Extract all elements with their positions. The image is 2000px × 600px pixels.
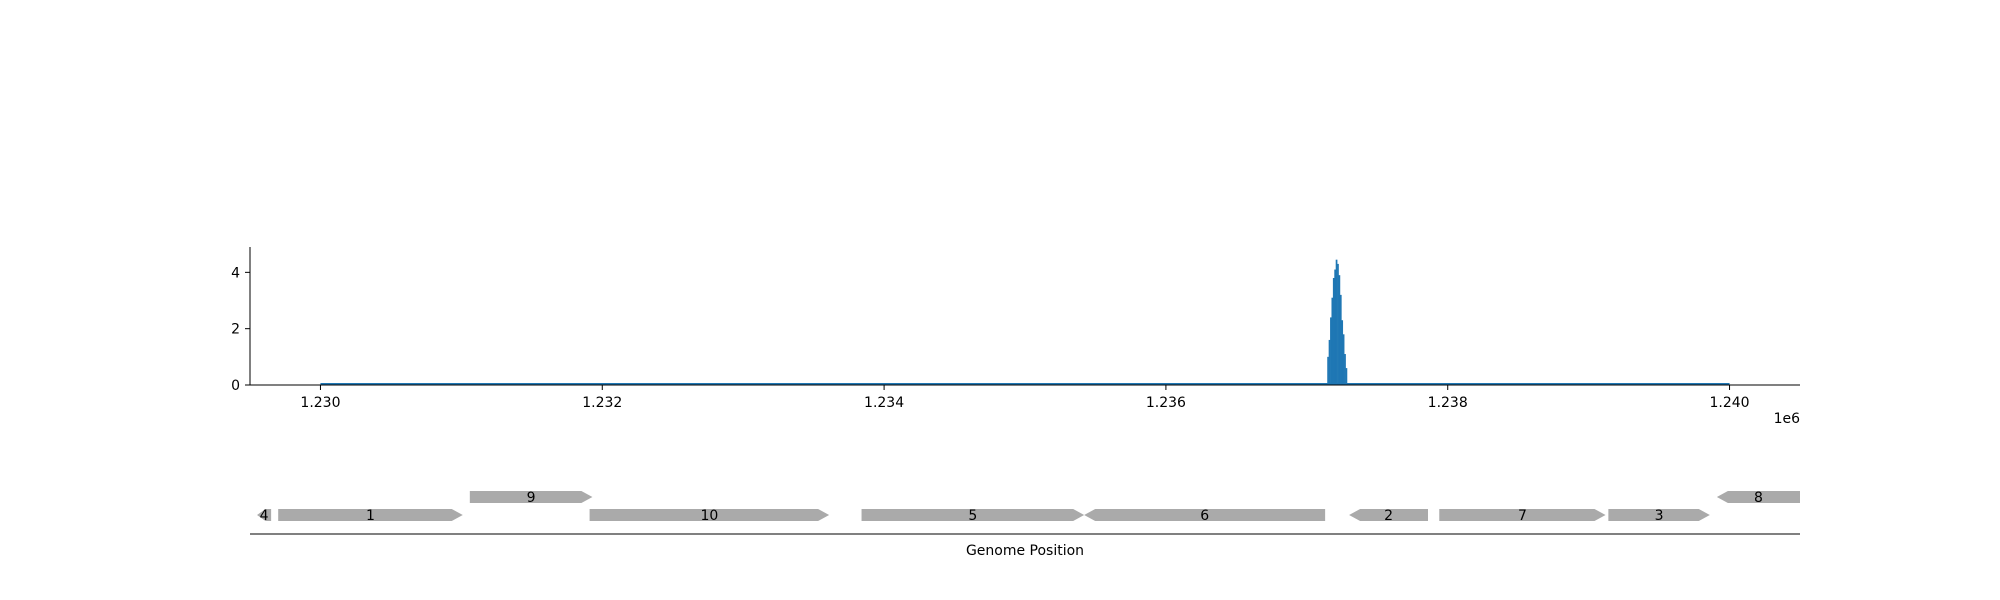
coverage-bar: [1337, 263, 1339, 385]
coverage-bar: [1328, 339, 1331, 385]
gene-label: 2: [1384, 508, 1393, 524]
gene-label: 5: [968, 508, 977, 524]
x-tick-label: 1.238: [1428, 395, 1468, 411]
coverage-bar: [1331, 297, 1334, 385]
x-tick-label: 1.232: [582, 395, 622, 411]
y-tick-label: 0: [231, 378, 240, 394]
gene-arrow: [1716, 491, 1800, 503]
coverage-bar: [1332, 277, 1335, 385]
gene-label: 3: [1655, 508, 1664, 524]
coverage-bar: [1344, 354, 1346, 385]
y-tick-label: 2: [231, 322, 240, 338]
gene-arrow: [257, 509, 272, 521]
coverage-bar: [1339, 294, 1342, 385]
gene-label: 7: [1518, 508, 1527, 524]
coverage-bar: [1338, 275, 1341, 385]
coverage-bar: [1342, 334, 1345, 385]
gene-arrow: [469, 491, 593, 503]
gene-arrow: [589, 509, 830, 521]
gene-label: 4: [260, 508, 269, 524]
gene-track-xlabel: Genome Position: [966, 543, 1084, 559]
y-ticks: 0 2 4: [231, 265, 250, 394]
gene-arrow: [861, 509, 1085, 521]
gene-label: 1: [366, 508, 375, 524]
gene-label: 9: [527, 490, 536, 506]
x-tick-label: 1.234: [864, 395, 904, 411]
coverage-panel: 1.230 1.232 1.234 1.236 1.238 1.240 0 2 4 1e6: [231, 247, 1800, 427]
gene-arrow: [278, 509, 463, 521]
y-tick-label: 4: [231, 265, 240, 281]
x-axis-offset-label: 1e6: [1774, 411, 1801, 427]
coverage-bar: [1345, 368, 1348, 385]
gene-label: 8: [1754, 490, 1763, 506]
gene-arrow: [1439, 509, 1606, 521]
x-ticks: 1.230 1.232 1.234 1.236 1.238 1.240: [300, 385, 1750, 411]
coverage-area-series: [320, 259, 1730, 385]
gene-arrows: 4 1 9 10 5 6 2 7 3 8: [257, 490, 1800, 524]
coverage-bar: [1335, 259, 1338, 385]
coverage-bar: [1327, 356, 1329, 385]
gene-arrow: [1608, 509, 1710, 521]
gene-track-panel: 4 1 9 10 5 6 2 7 3 8 Genome Position: [250, 490, 1800, 559]
x-tick-label: 1.240: [1709, 395, 1749, 411]
gene-arrow: [1084, 509, 1326, 521]
gene-label: 6: [1200, 508, 1209, 524]
coverage-bar: [1341, 320, 1344, 385]
x-tick-label: 1.236: [1146, 395, 1186, 411]
gene-label: 10: [700, 508, 718, 524]
coverage-bar: [1330, 317, 1332, 385]
gene-arrow: [1349, 509, 1428, 521]
coverage-bar: [1334, 269, 1337, 385]
x-tick-label: 1.230: [300, 395, 340, 411]
